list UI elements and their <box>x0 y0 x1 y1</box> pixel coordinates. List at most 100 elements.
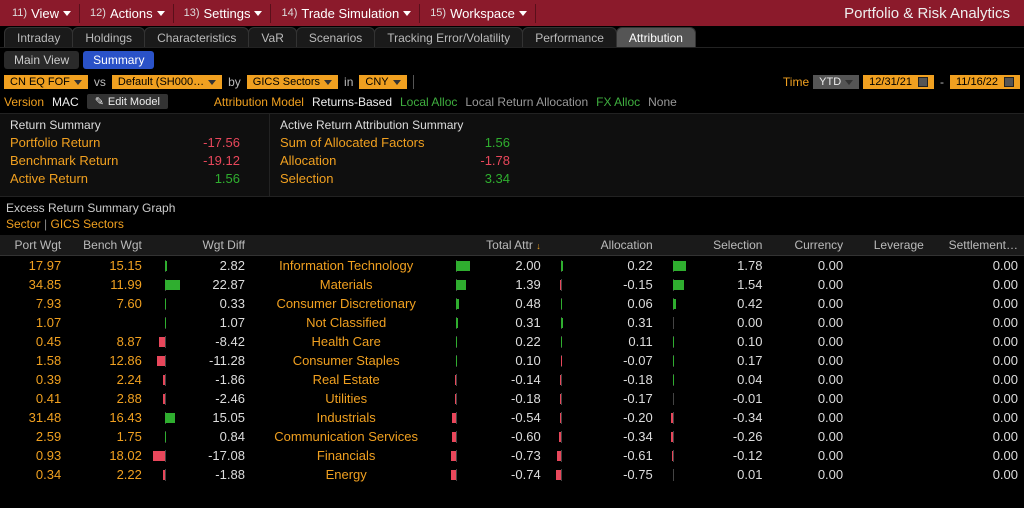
col-header[interactable] <box>547 235 576 256</box>
table-row[interactable]: 34.8511.9922.87Materials1.39-0.151.540.0… <box>0 275 1024 294</box>
table-row[interactable]: 1.071.07Not Classified0.310.310.000.000.… <box>0 313 1024 332</box>
table-cell: 11.99 <box>67 275 148 294</box>
col-header[interactable]: Port Wgt <box>0 235 67 256</box>
subtab-main-view[interactable]: Main View <box>4 51 79 69</box>
col-header[interactable]: Allocation <box>576 235 659 256</box>
table-cell: 0.00 <box>768 351 849 370</box>
table-cell: -8.42 <box>181 332 250 351</box>
tab-holdings[interactable]: Holdings <box>72 27 145 47</box>
tab-intraday[interactable]: Intraday <box>4 27 73 47</box>
graph-section-header: Excess Return Summary Graph <box>0 197 1024 215</box>
bar-cell <box>659 408 688 427</box>
chevron-down-icon <box>403 11 411 16</box>
table-row[interactable]: 0.392.24-1.86Real Estate-0.14-0.180.040.… <box>0 370 1024 389</box>
benchmark-select[interactable]: Default (SH000… <box>112 75 222 89</box>
table-cell: Information Technology <box>251 256 441 276</box>
col-header[interactable] <box>659 235 688 256</box>
table-cell: Real Estate <box>251 370 441 389</box>
col-header[interactable]: Leverage <box>849 235 930 256</box>
table-row[interactable]: 0.458.87-8.42Health Care0.220.110.100.00… <box>0 332 1024 351</box>
table-cell: 34.85 <box>0 275 67 294</box>
table-cell: 31.48 <box>0 408 67 427</box>
main-tabs: IntradayHoldingsCharacteristicsVaRScenar… <box>0 26 1024 48</box>
table-cell: -0.34 <box>688 408 769 427</box>
menu-num: 12) <box>90 7 106 19</box>
menu-view[interactable]: 11)View <box>4 4 80 23</box>
vs-label: vs <box>92 75 108 89</box>
table-row[interactable]: 1.5812.86-11.28Consumer Staples0.10-0.07… <box>0 351 1024 370</box>
sector-path: Sector | GICS Sectors <box>0 215 1024 235</box>
by-label: by <box>226 75 243 89</box>
tab-var[interactable]: VaR <box>248 27 296 47</box>
table-cell <box>849 427 930 446</box>
table-row[interactable]: 17.9715.152.82Information Technology2.00… <box>0 256 1024 276</box>
col-header[interactable]: Total Attr ↓ <box>471 235 547 256</box>
bar-cell <box>659 332 688 351</box>
bar-cell <box>441 408 470 427</box>
table-cell: 0.00 <box>688 313 769 332</box>
table-row[interactable]: 0.9318.02-17.08Financials-0.73-0.61-0.12… <box>0 446 1024 465</box>
bar-cell <box>441 332 470 351</box>
edit-model-button[interactable]: ✎Edit Model <box>87 94 168 109</box>
table-row[interactable]: 31.4816.4315.05Industrials-0.54-0.20-0.3… <box>0 408 1024 427</box>
subtab-summary[interactable]: Summary <box>83 51 154 69</box>
table-cell: 0.00 <box>768 408 849 427</box>
menu-trade-simulation[interactable]: 14)Trade Simulation <box>273 4 420 23</box>
attr-model-label: Attribution Model <box>214 95 304 109</box>
table-cell: 8.87 <box>67 332 148 351</box>
table-cell: 0.10 <box>688 332 769 351</box>
menu-settings[interactable]: 13)Settings <box>176 4 272 23</box>
date-to-input[interactable]: 11/16/22 <box>950 75 1020 89</box>
table-cell: 0.10 <box>471 351 547 370</box>
table-cell: 16.43 <box>67 408 148 427</box>
bar-cell <box>659 389 688 408</box>
bar-cell <box>441 256 470 276</box>
table-cell: Financials <box>251 446 441 465</box>
panel-title: Active Return Attribution Summary <box>280 118 510 132</box>
tab-attribution[interactable]: Attribution <box>616 27 696 47</box>
tab-characteristics[interactable]: Characteristics <box>144 27 249 47</box>
table-cell: 0.17 <box>688 351 769 370</box>
grouping-select[interactable]: GICS Sectors <box>247 75 338 89</box>
table-cell: Materials <box>251 275 441 294</box>
menu-num: 13) <box>184 7 200 19</box>
col-header[interactable]: Selection <box>688 235 769 256</box>
table-row[interactable]: 2.591.750.84Communication Services-0.60-… <box>0 427 1024 446</box>
menu-actions[interactable]: 12)Actions <box>82 4 174 23</box>
portfolio-select[interactable]: CN EQ FOF <box>4 75 88 89</box>
bar-cell <box>547 351 576 370</box>
table-cell: 0.31 <box>471 313 547 332</box>
col-header[interactable]: Currency <box>768 235 849 256</box>
bar-cell <box>659 446 688 465</box>
table-cell: 0.00 <box>930 275 1024 294</box>
col-header[interactable]: Bench Wgt <box>67 235 148 256</box>
table-row[interactable]: 0.342.22-1.88Energy-0.74-0.750.010.000.0… <box>0 465 1024 484</box>
tab-performance[interactable]: Performance <box>522 27 617 47</box>
summary-key: Benchmark Return <box>10 152 118 170</box>
col-header[interactable]: Settlement… <box>930 235 1024 256</box>
calendar-icon <box>1004 77 1014 87</box>
table-cell: 0.00 <box>768 275 849 294</box>
table-cell: -11.28 <box>181 351 250 370</box>
col-header[interactable] <box>251 235 441 256</box>
table-cell <box>849 332 930 351</box>
col-header[interactable] <box>441 235 470 256</box>
col-header[interactable]: Wgt Diff <box>181 235 250 256</box>
table-cell: Consumer Discretionary <box>251 294 441 313</box>
menu-workspace[interactable]: 15)Workspace <box>422 4 536 23</box>
version-label: Version <box>4 95 44 109</box>
table-cell: -0.18 <box>576 370 659 389</box>
tab-scenarios[interactable]: Scenarios <box>296 27 375 47</box>
table-row[interactable]: 0.412.88-2.46Utilities-0.18-0.17-0.010.0… <box>0 389 1024 408</box>
table-cell: 0.00 <box>768 313 849 332</box>
table-row[interactable]: 7.937.600.33Consumer Discretionary0.480.… <box>0 294 1024 313</box>
col-header[interactable] <box>148 235 182 256</box>
tab-tracking-error-volatility[interactable]: Tracking Error/Volatility <box>374 27 523 47</box>
table-cell: 0.00 <box>930 446 1024 465</box>
currency-select[interactable]: CNY <box>359 75 406 89</box>
time-range-select[interactable]: YTD <box>813 75 859 89</box>
table-cell: -0.75 <box>576 465 659 484</box>
date-from-input[interactable]: 12/31/21 <box>863 75 934 89</box>
table-cell: 0.04 <box>688 370 769 389</box>
bar-cell <box>148 256 182 276</box>
